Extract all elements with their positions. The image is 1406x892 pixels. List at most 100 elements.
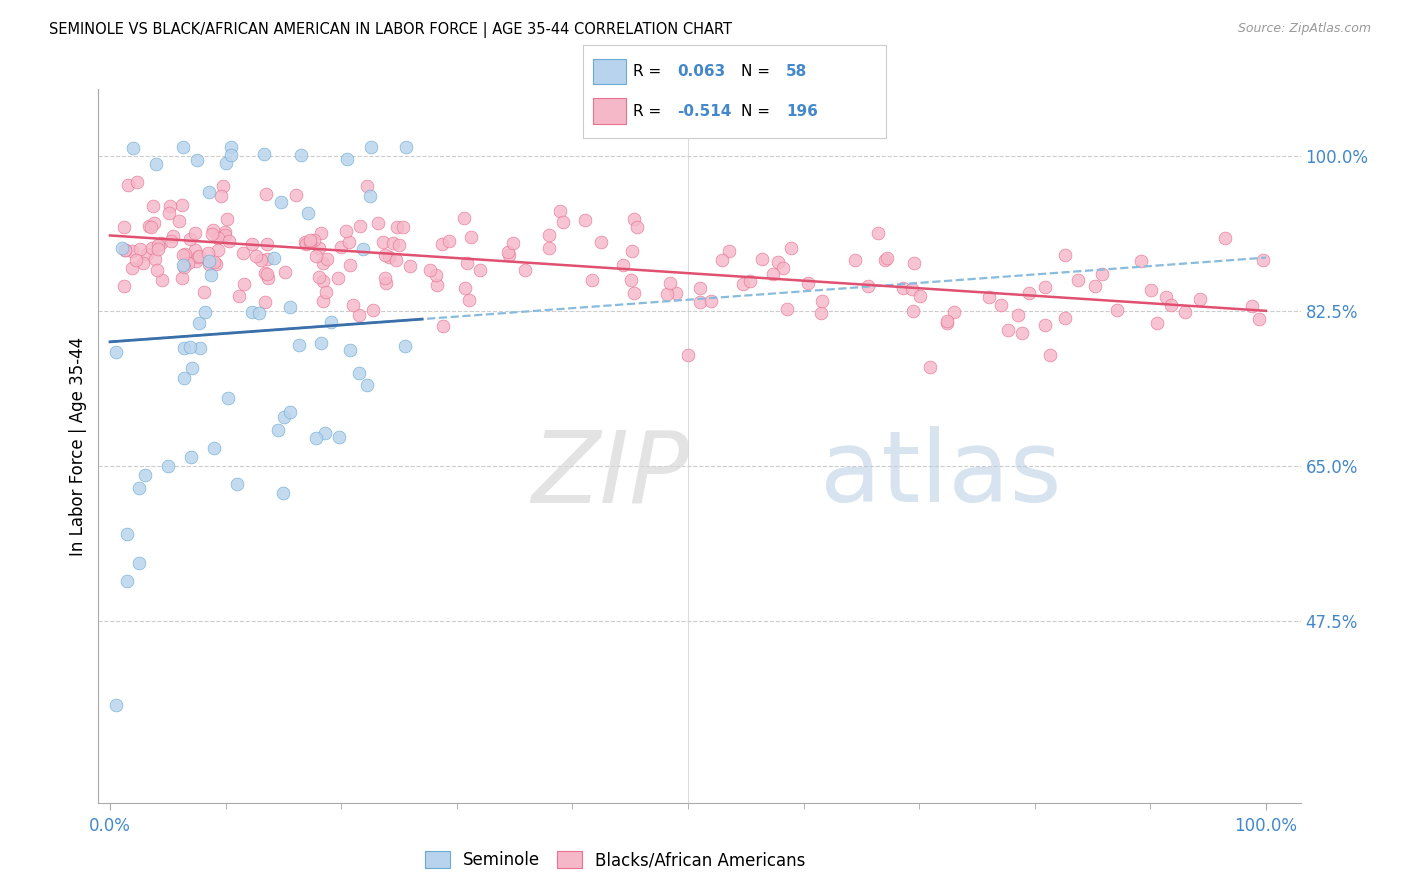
Point bbox=[718, 244, 741, 259]
Point bbox=[170, 270, 193, 285]
Point bbox=[157, 206, 180, 220]
Point bbox=[278, 404, 301, 418]
Point bbox=[339, 343, 361, 357]
Point bbox=[273, 485, 295, 500]
Point bbox=[1054, 248, 1077, 262]
Point bbox=[297, 206, 319, 220]
Point bbox=[298, 235, 321, 250]
Point bbox=[432, 318, 454, 333]
Point bbox=[188, 249, 211, 263]
Point bbox=[308, 270, 330, 285]
Point bbox=[298, 233, 321, 247]
Point bbox=[385, 219, 408, 234]
Point bbox=[141, 219, 163, 234]
Point bbox=[623, 285, 645, 300]
Point bbox=[910, 288, 932, 302]
Point bbox=[374, 271, 396, 285]
Point bbox=[766, 255, 789, 269]
Point bbox=[167, 214, 190, 228]
Point bbox=[470, 263, 492, 277]
Point bbox=[342, 298, 364, 312]
Point bbox=[367, 217, 389, 231]
Point bbox=[1140, 283, 1163, 297]
Point bbox=[574, 213, 596, 227]
Point bbox=[177, 256, 200, 270]
Point bbox=[844, 253, 866, 268]
Point bbox=[330, 240, 353, 254]
Point bbox=[186, 253, 208, 268]
Point bbox=[240, 305, 263, 319]
Point bbox=[125, 175, 148, 189]
Point bbox=[797, 276, 820, 290]
Point bbox=[349, 219, 371, 234]
Point bbox=[180, 361, 202, 376]
Point bbox=[394, 339, 416, 353]
Point bbox=[664, 286, 686, 301]
Point bbox=[221, 148, 243, 162]
Point bbox=[876, 252, 898, 266]
Point bbox=[977, 290, 1000, 304]
Point bbox=[352, 242, 374, 256]
Point bbox=[128, 481, 150, 495]
Point bbox=[173, 371, 195, 385]
Point bbox=[347, 308, 370, 322]
Point bbox=[212, 179, 235, 194]
Point bbox=[308, 241, 330, 255]
Point bbox=[339, 258, 361, 272]
Point bbox=[132, 256, 155, 270]
Point bbox=[1007, 308, 1029, 322]
Point bbox=[174, 247, 197, 261]
Point bbox=[250, 253, 273, 268]
Bar bbox=[592, 98, 626, 124]
Point bbox=[214, 228, 236, 243]
Point bbox=[232, 277, 254, 291]
Point bbox=[398, 259, 420, 273]
Point bbox=[1188, 292, 1211, 306]
Point bbox=[1174, 304, 1197, 318]
Point bbox=[183, 226, 205, 240]
Point bbox=[125, 252, 148, 267]
Point bbox=[186, 153, 208, 168]
Point bbox=[209, 189, 232, 203]
Point bbox=[1146, 316, 1168, 330]
Point bbox=[581, 273, 603, 287]
Point bbox=[128, 557, 150, 571]
Point bbox=[179, 340, 201, 354]
Point bbox=[232, 246, 254, 260]
Point bbox=[188, 341, 211, 355]
Point bbox=[295, 236, 318, 251]
Text: SEMINOLE VS BLACK/AFRICAN AMERICAN IN LABOR FORCE | AGE 35-44 CORRELATION CHART: SEMINOLE VS BLACK/AFRICAN AMERICAN IN LA… bbox=[49, 22, 733, 38]
Point bbox=[214, 225, 236, 239]
Point bbox=[197, 253, 219, 268]
Point bbox=[256, 268, 278, 282]
Point bbox=[335, 224, 357, 238]
Point bbox=[810, 306, 832, 320]
Point bbox=[202, 223, 225, 237]
Point bbox=[868, 226, 890, 240]
Point bbox=[426, 277, 449, 292]
Point bbox=[294, 235, 316, 249]
Point bbox=[740, 274, 762, 288]
Point bbox=[751, 252, 773, 266]
Point bbox=[312, 294, 335, 309]
Point bbox=[256, 252, 278, 266]
Point bbox=[1240, 299, 1263, 313]
Text: -0.514: -0.514 bbox=[678, 103, 731, 119]
Point bbox=[136, 247, 159, 261]
Point bbox=[458, 293, 481, 307]
Point bbox=[676, 348, 699, 362]
Point bbox=[121, 244, 143, 259]
Point bbox=[134, 467, 156, 482]
Point bbox=[207, 231, 229, 245]
Point bbox=[148, 238, 170, 252]
Point bbox=[1011, 326, 1033, 340]
Point bbox=[114, 243, 136, 257]
Point bbox=[502, 235, 524, 250]
Point bbox=[149, 236, 172, 251]
Point bbox=[112, 220, 135, 235]
Point bbox=[1035, 280, 1057, 294]
Point bbox=[266, 423, 288, 437]
Point bbox=[219, 140, 242, 154]
Point bbox=[360, 140, 382, 154]
Point bbox=[689, 281, 711, 295]
